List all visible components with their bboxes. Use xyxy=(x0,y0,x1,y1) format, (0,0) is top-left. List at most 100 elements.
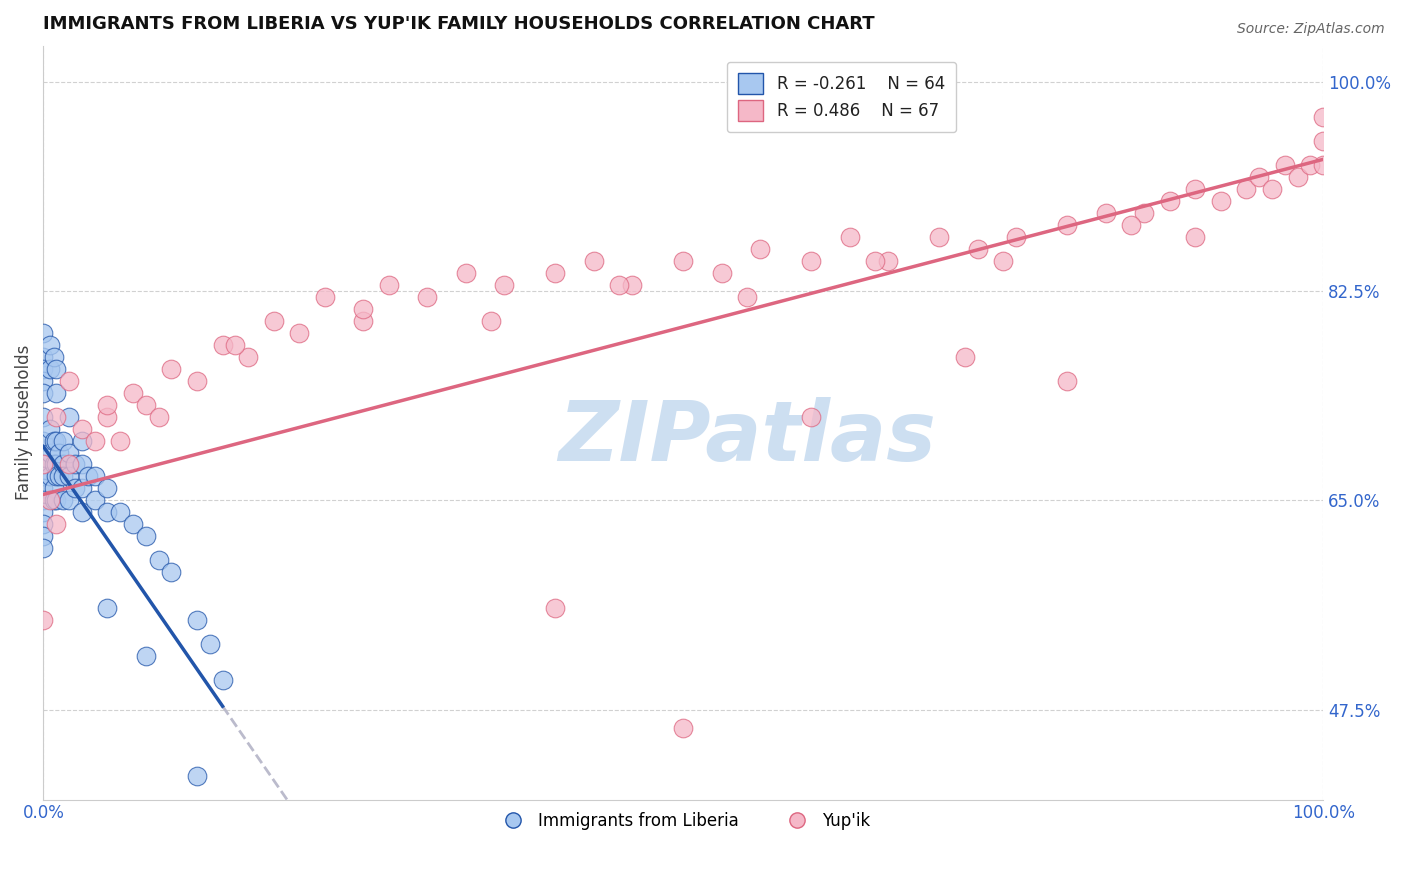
Point xyxy=(38,445,60,459)
Point xyxy=(42,458,65,472)
Point xyxy=(800,409,823,424)
Point xyxy=(1312,111,1334,125)
Point xyxy=(58,409,80,424)
Point xyxy=(32,409,55,424)
Point xyxy=(288,326,311,340)
Point xyxy=(953,350,976,364)
Point xyxy=(32,541,55,556)
Point xyxy=(735,290,758,304)
Point xyxy=(45,361,67,376)
Point xyxy=(1312,158,1334,172)
Point xyxy=(1121,218,1143,232)
Point xyxy=(58,374,80,388)
Text: ZIPatlas: ZIPatlas xyxy=(558,397,936,478)
Point xyxy=(32,458,55,472)
Point xyxy=(83,434,105,448)
Point xyxy=(1056,218,1078,232)
Point xyxy=(800,254,823,268)
Point xyxy=(70,482,93,496)
Point xyxy=(672,721,695,735)
Point xyxy=(32,434,55,448)
Point xyxy=(416,290,439,304)
Point xyxy=(32,482,55,496)
Point xyxy=(621,277,644,292)
Point xyxy=(710,266,733,280)
Point xyxy=(186,374,208,388)
Point xyxy=(32,350,55,364)
Point xyxy=(38,361,60,376)
Point xyxy=(160,565,183,579)
Point xyxy=(32,361,55,376)
Point xyxy=(1159,194,1181,209)
Point xyxy=(211,338,233,352)
Point xyxy=(70,434,93,448)
Point xyxy=(1299,158,1322,172)
Point xyxy=(96,398,118,412)
Point xyxy=(42,434,65,448)
Point xyxy=(314,290,336,304)
Point xyxy=(38,421,60,435)
Point xyxy=(135,529,157,543)
Point xyxy=(48,469,70,483)
Point xyxy=(65,482,87,496)
Point xyxy=(96,601,118,615)
Point xyxy=(45,434,67,448)
Point xyxy=(1261,182,1284,196)
Point xyxy=(582,254,605,268)
Point xyxy=(1184,230,1206,244)
Point xyxy=(749,242,772,256)
Point xyxy=(1234,182,1257,196)
Point xyxy=(32,505,55,519)
Point xyxy=(186,768,208,782)
Point xyxy=(48,445,70,459)
Point xyxy=(544,266,567,280)
Point xyxy=(42,350,65,364)
Point xyxy=(993,254,1015,268)
Legend: Immigrants from Liberia, Yup'ik: Immigrants from Liberia, Yup'ik xyxy=(489,805,877,837)
Point xyxy=(1209,194,1232,209)
Point xyxy=(352,314,374,328)
Y-axis label: Family Households: Family Households xyxy=(15,345,32,500)
Point xyxy=(52,434,75,448)
Point xyxy=(263,314,285,328)
Point xyxy=(865,254,887,268)
Point xyxy=(42,493,65,508)
Point xyxy=(58,445,80,459)
Point xyxy=(838,230,860,244)
Point xyxy=(135,398,157,412)
Point xyxy=(83,493,105,508)
Point xyxy=(966,242,988,256)
Point xyxy=(135,648,157,663)
Point xyxy=(65,458,87,472)
Point xyxy=(1133,206,1156,220)
Point xyxy=(1094,206,1116,220)
Point xyxy=(45,493,67,508)
Point xyxy=(83,469,105,483)
Point xyxy=(928,230,950,244)
Point xyxy=(122,385,145,400)
Point xyxy=(32,613,55,627)
Point xyxy=(1184,182,1206,196)
Point xyxy=(77,469,100,483)
Point xyxy=(45,409,67,424)
Point xyxy=(607,277,630,292)
Point xyxy=(160,361,183,376)
Point xyxy=(38,469,60,483)
Point xyxy=(45,517,67,532)
Point xyxy=(544,601,567,615)
Point xyxy=(186,613,208,627)
Point xyxy=(1312,135,1334,149)
Point xyxy=(494,277,516,292)
Point xyxy=(148,553,170,567)
Point xyxy=(32,385,55,400)
Point xyxy=(148,409,170,424)
Point xyxy=(108,505,131,519)
Point xyxy=(45,458,67,472)
Point xyxy=(352,301,374,316)
Point xyxy=(45,469,67,483)
Point xyxy=(32,326,55,340)
Point xyxy=(378,277,401,292)
Point xyxy=(52,469,75,483)
Point xyxy=(38,493,60,508)
Point xyxy=(877,254,900,268)
